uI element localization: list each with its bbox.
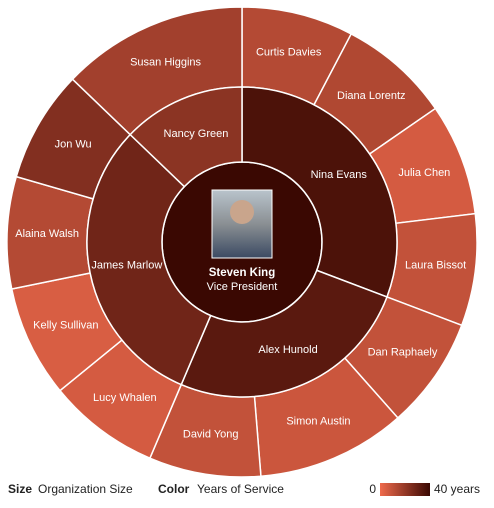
leaf-label: Laura Bissot [405, 259, 466, 271]
branch-label: Nina Evans [311, 169, 368, 181]
root-title: Vice President [207, 281, 278, 293]
leaf-label: Jon Wu [55, 138, 92, 150]
leaf-label: Dan Raphaely [368, 347, 438, 359]
leaf-label: Lucy Whalen [93, 392, 157, 404]
branch-wedge [180, 269, 388, 398]
photo-face [230, 200, 254, 224]
branch-label: Alex Hunold [258, 344, 317, 356]
leaf-label: David Yong [183, 428, 239, 440]
rings [6, 6, 478, 478]
color-field: Years of Service [197, 482, 284, 496]
leaf-label: Simon Austin [286, 415, 350, 427]
color-label: Color [158, 482, 190, 496]
leaf-label: Kelly Sullivan [33, 320, 98, 332]
leaf-label: Curtis Davies [256, 47, 322, 59]
root-name: Steven King [209, 267, 275, 279]
leaf-label: Susan Higgins [130, 57, 201, 69]
color-scale-label: 0 [369, 482, 376, 496]
leaf-label: Diana Lorentz [337, 90, 406, 102]
size-field: Organization Size [38, 482, 133, 496]
branch-wedge [86, 133, 212, 386]
branch-wedge [129, 86, 243, 188]
branch-wedge [241, 86, 398, 298]
leaf-label: Julia Chen [398, 167, 450, 179]
color-scale [380, 483, 430, 496]
branch-label: Nancy Green [164, 128, 229, 140]
size-label: Size [8, 482, 32, 496]
leaf-label: Alaina Walsh [15, 228, 79, 240]
color-scale-label: 40 years [434, 482, 480, 496]
branch-label: James Marlow [91, 259, 162, 271]
